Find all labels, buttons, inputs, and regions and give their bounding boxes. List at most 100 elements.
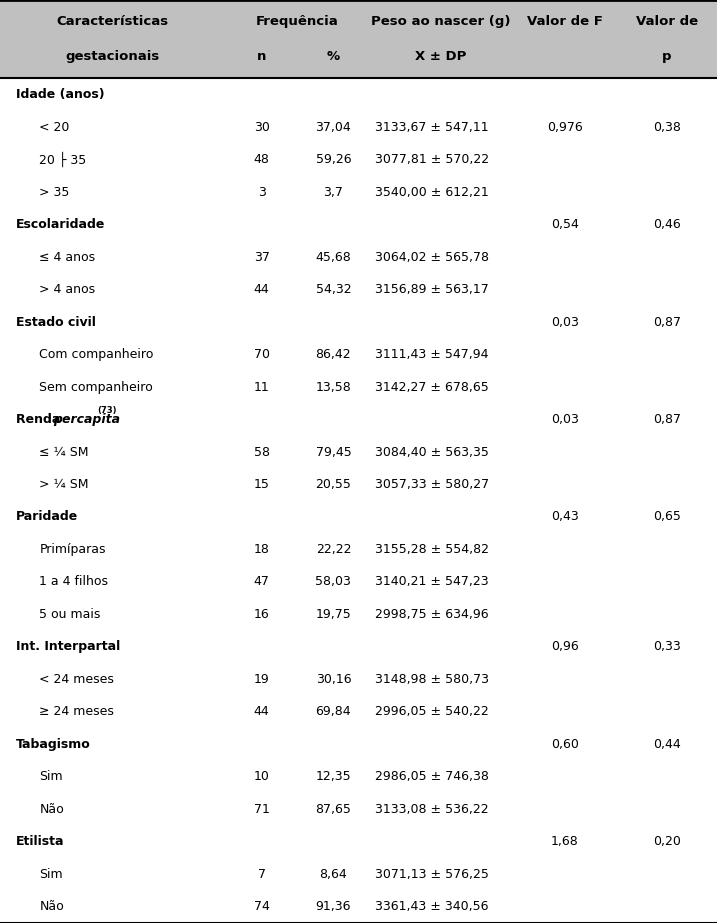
Text: < 24 meses: < 24 meses (39, 673, 114, 686)
Text: ≥ 24 meses: ≥ 24 meses (39, 705, 114, 718)
Text: 3148,98 ± 580,73: 3148,98 ± 580,73 (375, 673, 489, 686)
Text: 0,33: 0,33 (653, 641, 680, 653)
Text: 59,26: 59,26 (315, 153, 351, 166)
Text: Sim: Sim (39, 868, 63, 881)
Text: > 35: > 35 (39, 186, 70, 198)
Text: 0,96: 0,96 (551, 641, 579, 653)
Text: Características: Características (57, 16, 169, 29)
Text: 37,04: 37,04 (315, 121, 351, 134)
Text: 3540,00 ± 612,21: 3540,00 ± 612,21 (375, 186, 489, 198)
Text: Sem companheiro: Sem companheiro (39, 380, 153, 393)
Text: 3140,21 ± 547,23: 3140,21 ± 547,23 (375, 575, 488, 589)
Text: Primíparas: Primíparas (39, 543, 106, 556)
Text: 86,42: 86,42 (315, 348, 351, 361)
Text: Tabagismo: Tabagismo (16, 737, 90, 750)
Text: > ¼ SM: > ¼ SM (39, 478, 89, 491)
Text: 3133,08 ± 536,22: 3133,08 ± 536,22 (375, 803, 488, 816)
Text: 5 ou mais: 5 ou mais (39, 608, 101, 621)
Text: 87,65: 87,65 (315, 803, 351, 816)
Text: 0,03: 0,03 (551, 413, 579, 426)
Text: p: p (662, 50, 672, 63)
Text: 30: 30 (254, 121, 270, 134)
Text: Etilista: Etilista (16, 835, 65, 848)
Text: 0,20: 0,20 (653, 835, 680, 848)
Text: Valor de: Valor de (636, 16, 698, 29)
Text: 47: 47 (254, 575, 270, 589)
Text: 71: 71 (254, 803, 270, 816)
Text: 3084,40 ± 563,35: 3084,40 ± 563,35 (375, 446, 489, 459)
Text: 19: 19 (254, 673, 270, 686)
Text: Não: Não (39, 803, 65, 816)
Text: < 20: < 20 (39, 121, 70, 134)
Text: 2998,75 ± 634,96: 2998,75 ± 634,96 (375, 608, 488, 621)
Text: 3156,89 ± 563,17: 3156,89 ± 563,17 (375, 283, 489, 296)
Text: 3077,81 ± 570,22: 3077,81 ± 570,22 (375, 153, 489, 166)
Text: 3133,67 ± 547,11: 3133,67 ± 547,11 (375, 121, 488, 134)
Text: 48: 48 (254, 153, 270, 166)
Text: 0,87: 0,87 (652, 316, 681, 329)
Text: 3,7: 3,7 (323, 186, 343, 198)
Text: 20,55: 20,55 (315, 478, 351, 491)
Text: 70: 70 (254, 348, 270, 361)
Text: 69,84: 69,84 (315, 705, 351, 718)
Text: 0,03: 0,03 (551, 316, 579, 329)
Text: 0,43: 0,43 (551, 510, 579, 523)
Text: 54,32: 54,32 (315, 283, 351, 296)
Text: 19,75: 19,75 (315, 608, 351, 621)
Text: 15: 15 (254, 478, 270, 491)
Text: 16: 16 (254, 608, 270, 621)
Text: %: % (327, 50, 340, 63)
Text: 2996,05 ± 540,22: 2996,05 ± 540,22 (375, 705, 489, 718)
Text: 0,46: 0,46 (653, 218, 680, 231)
Text: 0,87: 0,87 (652, 413, 681, 426)
Text: 74: 74 (254, 900, 270, 913)
Text: Renda: Renda (16, 413, 65, 426)
Text: Não: Não (39, 900, 65, 913)
Bar (0, 0, 717, 78)
Text: 3064,02 ± 565,78: 3064,02 ± 565,78 (375, 251, 489, 264)
Text: 3111,43 ± 547,94: 3111,43 ± 547,94 (375, 348, 488, 361)
Text: 0,60: 0,60 (551, 737, 579, 750)
Text: 7: 7 (257, 868, 266, 881)
Text: n: n (257, 50, 267, 63)
Text: (73): (73) (98, 406, 117, 415)
Text: 30,16: 30,16 (315, 673, 351, 686)
Text: 0,44: 0,44 (653, 737, 680, 750)
Text: 58: 58 (254, 446, 270, 459)
Text: 3: 3 (258, 186, 265, 198)
Text: 11: 11 (254, 380, 270, 393)
Text: 0,38: 0,38 (653, 121, 680, 134)
Text: 20 ├ 35: 20 ├ 35 (39, 152, 87, 167)
Text: 3142,27 ± 678,65: 3142,27 ± 678,65 (375, 380, 489, 393)
Text: Peso ao nascer (g): Peso ao nascer (g) (371, 16, 511, 29)
Text: X ± DP: X ± DP (415, 50, 467, 63)
Text: Estado civil: Estado civil (16, 316, 95, 329)
Text: 91,36: 91,36 (315, 900, 351, 913)
Text: percapita: percapita (53, 413, 120, 426)
Text: 79,45: 79,45 (315, 446, 351, 459)
Text: 0,976: 0,976 (547, 121, 582, 134)
Text: 45,68: 45,68 (315, 251, 351, 264)
Text: 37: 37 (254, 251, 270, 264)
Text: Com companheiro: Com companheiro (39, 348, 154, 361)
Text: 3057,33 ± 580,27: 3057,33 ± 580,27 (375, 478, 489, 491)
Text: 44: 44 (254, 283, 270, 296)
Text: 22,22: 22,22 (315, 543, 351, 556)
Text: 13,58: 13,58 (315, 380, 351, 393)
Text: 10: 10 (254, 771, 270, 784)
Text: 58,03: 58,03 (315, 575, 351, 589)
Text: ≤ ¼ SM: ≤ ¼ SM (39, 446, 89, 459)
Text: Valor de F: Valor de F (527, 16, 602, 29)
Text: Int. Interpartal: Int. Interpartal (16, 641, 120, 653)
Text: 3071,13 ± 576,25: 3071,13 ± 576,25 (375, 868, 489, 881)
Text: 1 a 4 filhos: 1 a 4 filhos (39, 575, 108, 589)
Text: 8,64: 8,64 (320, 868, 347, 881)
Text: 1,68: 1,68 (551, 835, 579, 848)
Text: 3155,28 ± 554,82: 3155,28 ± 554,82 (375, 543, 489, 556)
Text: 12,35: 12,35 (315, 771, 351, 784)
Text: Sim: Sim (39, 771, 63, 784)
Text: Escolaridade: Escolaridade (16, 218, 105, 231)
Text: Idade (anos): Idade (anos) (16, 89, 105, 102)
Text: Frequência: Frequência (256, 16, 339, 29)
Text: 0,54: 0,54 (551, 218, 579, 231)
